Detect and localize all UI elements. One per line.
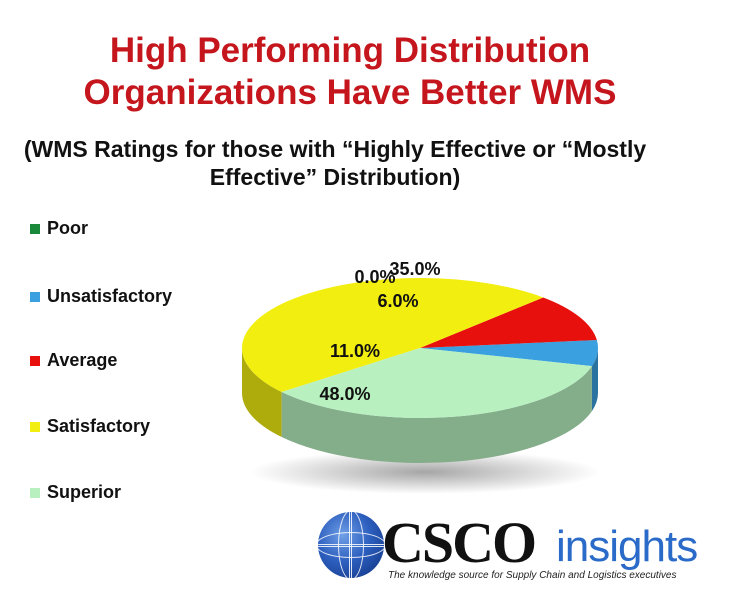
legend-swatch-unsatisfactory xyxy=(30,291,40,302)
data-label-unsatisfactory: 6.0% xyxy=(377,291,418,311)
legend-item-satisfactory: Satisfactory xyxy=(30,416,150,437)
legend-item-poor: Poor xyxy=(30,218,88,239)
legend-item-average: Average xyxy=(30,350,117,371)
legend-label: Average xyxy=(47,350,118,370)
logo-brand: CSCO xyxy=(382,510,537,575)
pie-side-superior xyxy=(281,366,592,463)
chart-subtitle: (WMS Ratings for those with “Highly Effe… xyxy=(23,136,647,190)
chart-title: High Performing Distribution Organizatio… xyxy=(83,31,617,112)
legend-swatch-satisfactory xyxy=(30,421,40,432)
legend-label: Unsatisfactory xyxy=(47,286,173,306)
logo-tagline: The knowledge source for Supply Chain an… xyxy=(388,570,677,581)
pie-slice-superior xyxy=(281,348,592,418)
legend-swatch-superior xyxy=(30,487,40,498)
data-label-satisfactory: 48.0% xyxy=(319,384,370,404)
pie-slice-average xyxy=(420,297,597,348)
pie-side-satisfactory xyxy=(242,348,282,438)
pie-shadow xyxy=(250,450,600,494)
csco-insights-logo: CSCO insights The knowledge source for S… xyxy=(318,512,738,592)
legend-label: Superior xyxy=(47,482,122,502)
legend-item-unsatisfactory: Unsatisfactory xyxy=(30,286,172,307)
legend-label: Satisfactory xyxy=(47,416,151,436)
legend-swatch-average xyxy=(30,355,40,366)
legend-swatch-poor xyxy=(30,223,40,234)
globe-icon xyxy=(318,512,384,578)
data-label-poor: 0.0% xyxy=(354,267,395,287)
legend-label: Poor xyxy=(47,218,89,238)
data-label-average: 11.0% xyxy=(330,341,380,361)
pie-chart: 0.0% 6.0% 11.0% 48.0% 35.0% xyxy=(241,259,600,494)
data-label-superior: 35.0% xyxy=(389,259,440,279)
pie-slice-satisfactory xyxy=(241,277,544,393)
logo-brand-suffix: insights xyxy=(556,522,698,571)
legend-item-superior: Superior xyxy=(30,482,121,503)
pie-side-unsatisfactory xyxy=(591,348,598,412)
pie-slice-unsatisfactory xyxy=(420,339,598,367)
